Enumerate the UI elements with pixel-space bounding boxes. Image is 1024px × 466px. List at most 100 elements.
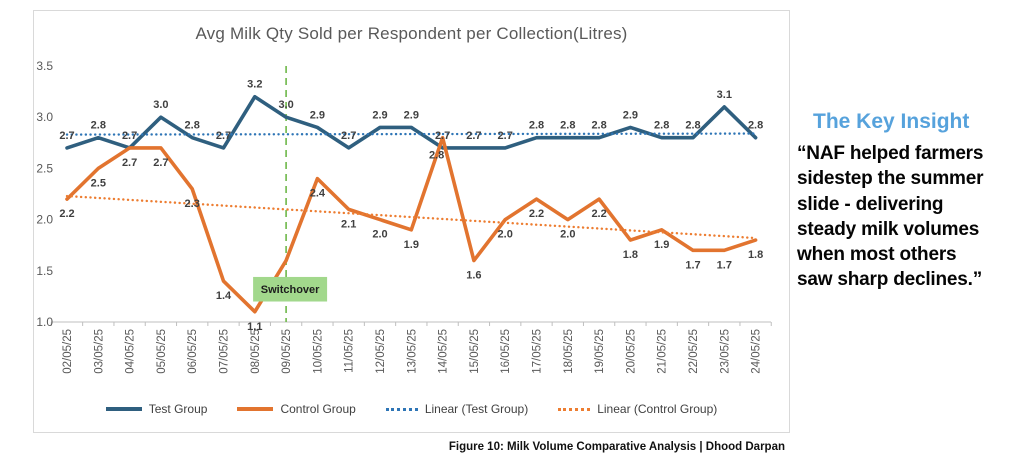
data-label: 3.0 [153, 99, 168, 111]
data-label: 2.8 [560, 120, 575, 132]
data-label: 2.1 [341, 218, 356, 230]
y-axis-label: 2.5 [36, 161, 53, 175]
data-label: 2.9 [623, 109, 638, 121]
x-axis-label: 06/05/25 [187, 329, 199, 374]
x-axis-label: 03/05/25 [93, 329, 105, 374]
data-label: 1.9 [654, 239, 669, 251]
data-label: 2.0 [560, 229, 575, 241]
data-label: 2.7 [122, 157, 137, 169]
trend-control-group-line [65, 194, 757, 240]
y-axis-label: 1.0 [36, 315, 53, 329]
data-label: 1.8 [623, 249, 638, 261]
key-insight-quote: “NAF helped farmers sidestep the summer … [797, 143, 984, 291]
switchover-box [253, 276, 328, 302]
data-label: 1.8 [748, 249, 763, 261]
data-label: 2.0 [498, 229, 513, 241]
data-label: 2.2 [59, 208, 74, 220]
x-axis-label: 02/05/25 [62, 329, 74, 374]
data-label: 2.8 [654, 120, 669, 132]
x-axis-label: 15/05/25 [469, 329, 481, 374]
y-axis-label: 2.0 [36, 213, 53, 227]
data-label: 2.5 [91, 177, 106, 189]
x-axis-label: 22/05/25 [688, 329, 700, 374]
data-label: 2.8 [91, 120, 106, 132]
data-label: 1.7 [717, 259, 732, 271]
data-label: 2.8 [529, 120, 544, 132]
data-label: 2.8 [429, 150, 444, 162]
data-label: 3.1 [717, 89, 732, 101]
legend-label-test-group: Test Group [148, 402, 208, 416]
legend-label-linear-control-group: Linear (Control Group) [597, 402, 718, 416]
data-label: 2.7 [122, 130, 137, 142]
legend-label-linear-test-group: Linear (Test Group) [424, 402, 529, 416]
data-label: 2.9 [372, 109, 387, 121]
key-insight-panel: The Key Insight “NAF helped farmers side… [797, 110, 1023, 293]
chart-panel: 1.0 1.5 2.0 2.5 3.0 3.5 02/05/25 03/05/25 04/05/… [33, 10, 790, 433]
x-axis-label: 08/05/25 [250, 329, 262, 374]
legend-swatch-linear-control-group [558, 407, 591, 411]
x-axis-label: 05/05/25 [156, 329, 168, 374]
y-axis-label: 3.0 [36, 110, 53, 124]
data-label: 3.0 [278, 99, 293, 111]
data-label: 2.7 [59, 130, 74, 142]
data-label: 2.7 [216, 130, 231, 142]
legend-item-linear-control-group: Linear (Control Group) [558, 402, 717, 416]
x-axis-label: 24/05/25 [751, 329, 763, 374]
x-axis-label: 17/05/25 [532, 329, 544, 374]
x-axis-label: 09/05/25 [281, 329, 293, 374]
data-label: 2.8 [685, 120, 700, 132]
x-axis-label: 18/05/25 [563, 329, 575, 374]
legend-swatch-test-group [105, 407, 142, 411]
x-axis-label: 13/05/25 [406, 329, 418, 374]
x-axis-label: 11/05/25 [344, 329, 356, 373]
data-label: 2.0 [372, 229, 387, 241]
data-label: 2.2 [529, 208, 544, 220]
data-label: 2.7 [498, 130, 513, 142]
legend-item-linear-test-group: Linear (Test Group) [385, 402, 529, 416]
y-axis-label: 3.5 [36, 59, 53, 73]
x-axis-label: 14/05/25 [438, 329, 450, 374]
data-label: 2.2 [591, 208, 606, 220]
x-axis-label: 21/05/25 [657, 329, 669, 374]
legend-label-control-group: Control Group [280, 402, 356, 416]
data-label: 2.4 [310, 188, 326, 200]
legend-swatch-linear-test-group [385, 407, 418, 411]
x-axis-label: 10/05/25 [312, 329, 324, 374]
data-label: 3.2 [247, 79, 262, 91]
chart-title: Avg Milk Qty Sold per Respondent per Col… [195, 24, 628, 43]
x-axis-label: 16/05/25 [500, 329, 512, 374]
data-label: 1.7 [685, 259, 700, 271]
data-label: 2.7 [341, 130, 356, 142]
data-label: 2.7 [466, 130, 481, 142]
data-label: 2.7 [435, 130, 450, 142]
switchover-label: Switchover [261, 284, 320, 296]
data-label: 2.9 [310, 109, 325, 121]
control-group-line [65, 135, 758, 314]
data-label: 1.4 [216, 290, 232, 302]
chart-legend: Test Group Control Group Linear (Test Gr… [34, 402, 789, 416]
data-label: 2.8 [591, 120, 606, 132]
data-label: 2.7 [153, 157, 168, 169]
data-label: 2.8 [185, 120, 200, 132]
legend-swatch-control-group [237, 407, 274, 411]
legend-item-test-group: Test Group [105, 402, 208, 416]
trend-test-group-line [65, 132, 757, 136]
x-axis-label: 12/05/25 [375, 329, 387, 374]
test-group-line [65, 94, 758, 150]
figure-caption: Figure 10: Milk Volume Comparative Analy… [448, 441, 785, 453]
x-axis-label: 23/05/25 [719, 329, 731, 374]
y-axis-label: 1.5 [36, 264, 53, 278]
x-axis-label: 04/05/25 [125, 329, 137, 374]
data-label: 2.8 [748, 120, 763, 132]
x-axis-label: 20/05/25 [625, 329, 637, 374]
data-label: 1.1 [247, 321, 262, 333]
data-label: 1.6 [466, 270, 481, 282]
data-label: 1.9 [404, 239, 419, 251]
x-axis-label: 19/05/25 [594, 329, 606, 374]
key-insight-heading: The Key Insight [813, 110, 970, 133]
line-chart: 1.0 1.5 2.0 2.5 3.0 3.5 02/05/25 03/05/25 04/05/… [36, 59, 772, 374]
x-axis-label: 07/05/25 [219, 329, 231, 374]
legend-item-control-group: Control Group [237, 402, 356, 416]
data-label: 2.3 [185, 198, 200, 210]
